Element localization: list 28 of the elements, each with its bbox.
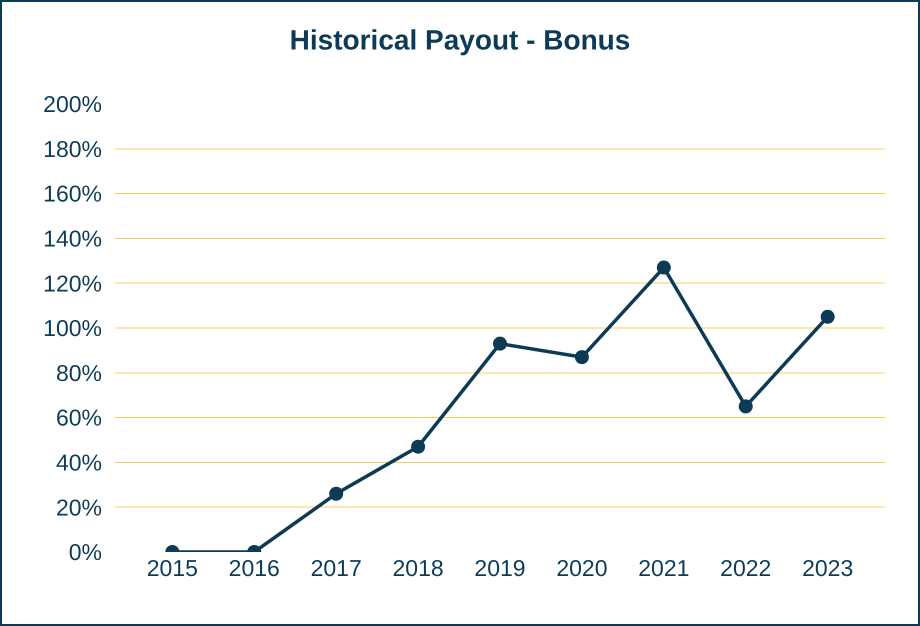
y-tick-label: 100% [43, 315, 102, 342]
x-tick-label: 2017 [310, 555, 362, 581]
point [574, 350, 589, 364]
point [656, 260, 671, 275]
y-tick-label: 140% [43, 225, 102, 252]
y-tick-label: 120% [43, 270, 102, 296]
x-tick-label: 2019 [474, 555, 526, 581]
y-tick-label: 80% [56, 360, 102, 386]
x-tick-label: 2018 [392, 555, 444, 581]
point [493, 336, 507, 351]
y-tick-label: 200% [43, 91, 102, 118]
chart-title: Historical Payout - Bonus [290, 24, 630, 56]
y-tick-label: 0% [68, 539, 102, 566]
x-tick-label: 2022 [720, 555, 772, 581]
x-tick-label: 2023 [802, 555, 854, 581]
x-tick-label: 2020 [556, 555, 608, 581]
point [329, 486, 344, 501]
y-tick-label: 180% [43, 136, 102, 162]
point [738, 399, 753, 414]
x-tick-label: 2021 [638, 555, 690, 581]
x-tick-label: 2015 [146, 555, 198, 581]
point [411, 440, 426, 454]
y-tick-label: 60% [56, 404, 102, 431]
y-tick-label: 160% [43, 180, 102, 207]
point [820, 310, 835, 324]
y-tick-label: 20% [56, 494, 102, 520]
y-tick-label: 40% [56, 449, 102, 476]
x-tick-label: 2016 [228, 555, 280, 581]
